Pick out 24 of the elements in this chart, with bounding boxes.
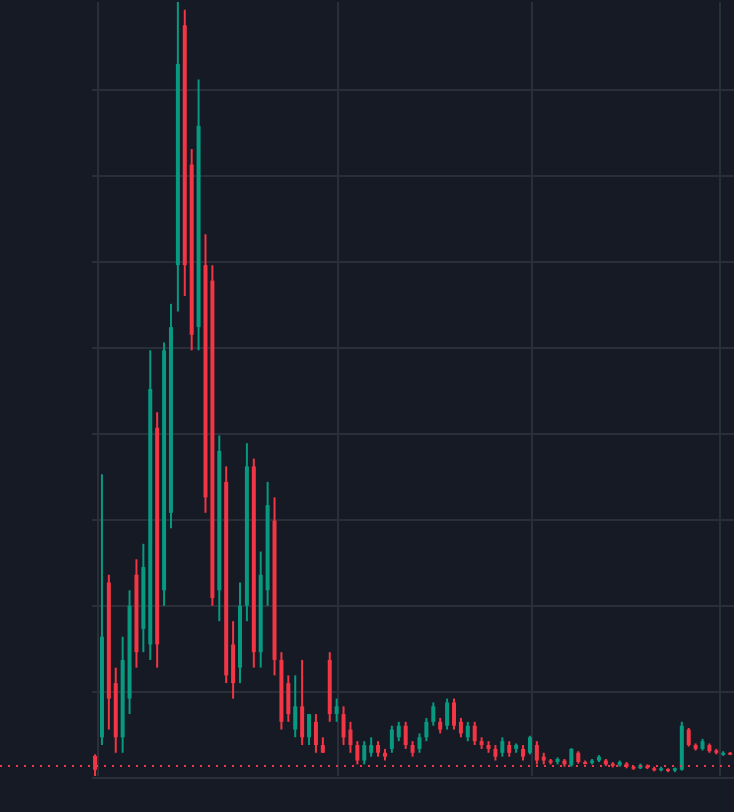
candlestick <box>527 734 532 756</box>
candlestick <box>307 713 312 747</box>
candlestick <box>403 720 408 750</box>
candlestick <box>465 720 470 743</box>
candlestick <box>569 747 574 768</box>
candlestick <box>445 697 450 731</box>
candlestick <box>300 658 305 747</box>
candlestick <box>341 705 346 747</box>
candlestick <box>417 732 422 754</box>
candlestick <box>472 720 477 747</box>
candlestick <box>686 727 691 748</box>
candlestick <box>293 674 298 739</box>
candlestick <box>424 716 429 743</box>
candlestick <box>431 701 436 727</box>
candlestick <box>362 740 367 766</box>
candlestick <box>355 740 360 766</box>
candlestick <box>452 697 456 731</box>
candlestick <box>679 720 684 772</box>
candlestick <box>396 720 401 743</box>
candlestick <box>500 736 505 758</box>
candlestick <box>313 713 318 754</box>
candlestick <box>369 736 374 758</box>
candlestick <box>334 697 339 723</box>
candlestick <box>389 724 394 754</box>
